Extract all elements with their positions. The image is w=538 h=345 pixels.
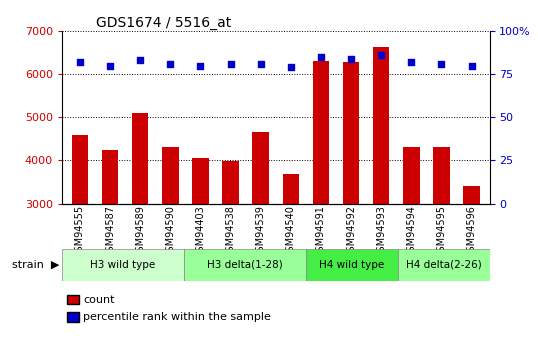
Point bbox=[257, 61, 265, 67]
Text: GDS1674 / 5516_at: GDS1674 / 5516_at bbox=[96, 16, 231, 30]
Bar bbox=[403, 147, 420, 204]
Text: percentile rank within the sample: percentile rank within the sample bbox=[83, 313, 271, 322]
Point bbox=[286, 65, 295, 70]
Bar bbox=[306, 249, 398, 280]
Bar bbox=[373, 47, 390, 204]
Bar bbox=[192, 158, 209, 204]
Point bbox=[467, 63, 476, 68]
Bar bbox=[222, 161, 239, 204]
Point bbox=[437, 61, 445, 67]
Bar bbox=[282, 174, 299, 204]
Bar bbox=[162, 148, 179, 204]
Text: H3 wild type: H3 wild type bbox=[90, 260, 155, 270]
Bar bbox=[398, 249, 490, 280]
Point bbox=[407, 59, 415, 65]
Text: strain  ▶: strain ▶ bbox=[12, 260, 59, 270]
Bar bbox=[132, 113, 148, 204]
Bar bbox=[463, 186, 480, 204]
Point bbox=[226, 61, 235, 67]
Text: H4 delta(2-26): H4 delta(2-26) bbox=[406, 260, 482, 270]
Point bbox=[76, 59, 84, 65]
Point bbox=[136, 58, 145, 63]
Text: H4 wild type: H4 wild type bbox=[320, 260, 385, 270]
Text: count: count bbox=[83, 295, 115, 305]
Bar bbox=[62, 249, 184, 280]
Point bbox=[346, 56, 355, 61]
Point bbox=[166, 61, 175, 67]
Point bbox=[316, 54, 325, 60]
Point bbox=[196, 63, 205, 68]
Point bbox=[106, 63, 115, 68]
Bar bbox=[102, 150, 118, 204]
Bar bbox=[313, 61, 329, 204]
Point bbox=[377, 52, 385, 58]
Bar bbox=[343, 62, 359, 204]
Bar bbox=[252, 132, 269, 204]
Bar bbox=[433, 147, 450, 204]
Text: H3 delta(1-28): H3 delta(1-28) bbox=[207, 260, 283, 270]
Bar bbox=[184, 249, 306, 280]
Bar bbox=[72, 135, 88, 204]
